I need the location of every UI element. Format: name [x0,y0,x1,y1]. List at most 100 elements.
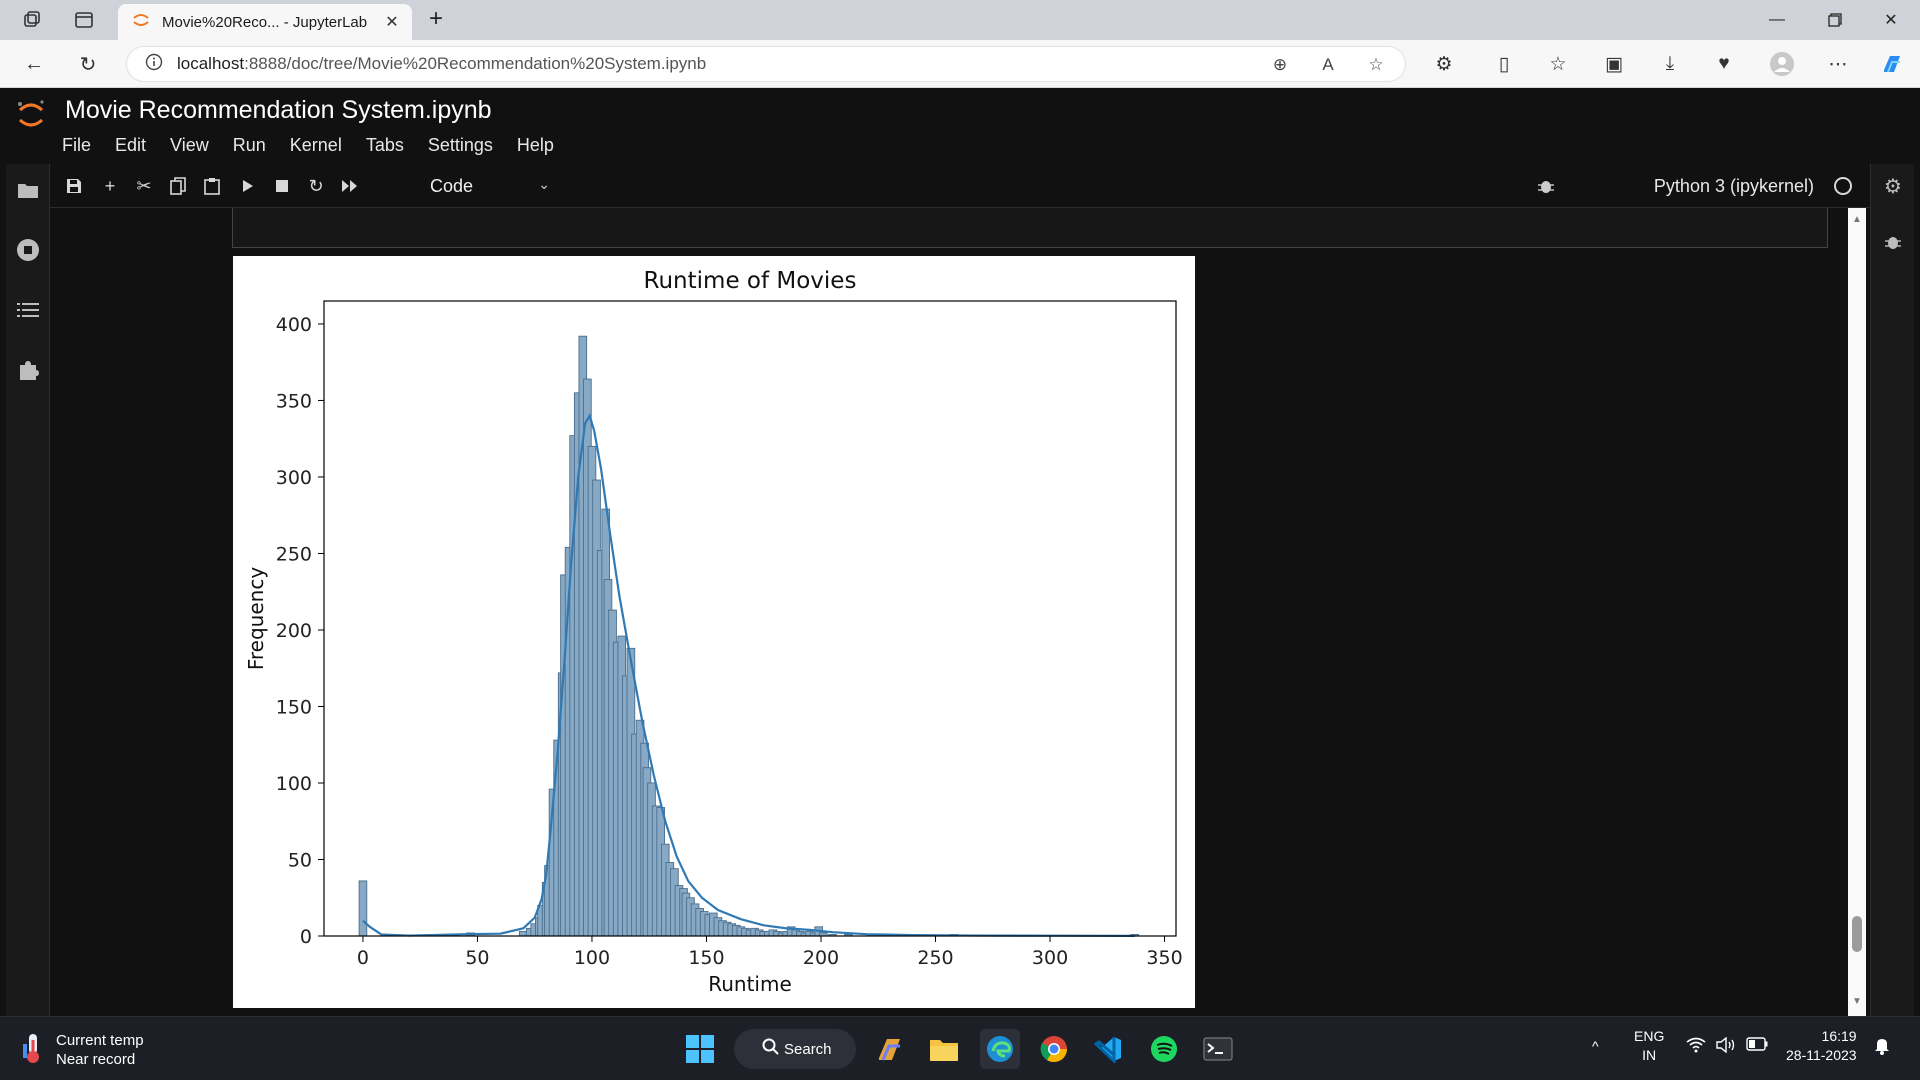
y-tick-label: 150 [276,696,312,718]
copilot-app-icon[interactable] [870,1029,910,1069]
chrome-icon[interactable] [1034,1029,1074,1069]
input-language[interactable]: ENG IN [1634,1027,1664,1065]
address-bar[interactable]: localhost:8888/doc/tree/Movie%20Recommen… [126,46,1406,82]
menu-run[interactable]: Run [232,135,266,155]
clock-time: 16:19 [1821,1028,1857,1044]
read-aloud-icon[interactable]: A [1322,55,1334,74]
site-info-icon[interactable] [145,53,163,76]
extensions-icon[interactable]: ⚙ [1435,53,1453,75]
close-tab-icon[interactable]: ✕ [385,14,399,31]
cut-icon[interactable]: ✂ [136,175,152,196]
extension-manager-puzzle-icon[interactable] [12,354,44,386]
restart-run-all-icon[interactable] [336,172,364,200]
menu-edit[interactable]: Edit [115,135,147,155]
browser-tab-jupyter[interactable]: Movie%20Reco... - JupyterLab ✕ [118,4,412,40]
new-tab-button[interactable]: + [428,5,443,32]
x-tick-label: 150 [688,947,724,969]
favorites-icon[interactable]: ☆ [1549,53,1567,75]
x-tick-label: 0 [357,947,369,969]
downloads-icon[interactable]: ⤓ [1665,53,1675,74]
edge-browser-icon[interactable] [980,1029,1020,1069]
interrupt-kernel-icon[interactable] [268,172,296,200]
collections-icon[interactable]: ▣ [1605,53,1623,75]
thermometer-icon [22,1032,44,1069]
copy-icon[interactable] [164,172,192,200]
copilot-icon[interactable] [1874,48,1910,80]
menu-kernel[interactable]: Kernel [289,135,342,155]
url-text[interactable]: localhost:8888/doc/tree/Movie%20Recommen… [177,54,707,73]
tab-actions-icon[interactable] [68,6,100,34]
notebook-panel: 0 50 100 150 200 250 300 350 0 50 100 150 200 250 300 3… [50,208,1870,1016]
menu-help[interactable]: Help [516,135,554,155]
battery-icon[interactable] [1746,1037,1768,1056]
file-browser-folder-icon[interactable] [12,174,44,206]
notebook-title[interactable]: Movie Recommendation System.ipynb [65,96,492,124]
wifi-icon[interactable] [1686,1037,1706,1058]
paste-icon[interactable] [198,172,226,200]
property-inspector-gears-icon[interactable]: ⚙ [1884,175,1902,198]
jupyter-tab-icon [132,11,150,34]
restore-icon[interactable] [1806,0,1864,40]
menu-view[interactable]: View [170,135,209,155]
menu-file[interactable]: File [62,135,92,155]
close-window-icon[interactable]: ✕ [1884,12,1898,29]
spotify-icon[interactable] [1144,1029,1184,1069]
scroll-up-icon[interactable]: ▲ [1852,214,1862,225]
menu-bar: File Edit View Run Kernel Tabs Settings … [62,132,578,158]
profile-avatar[interactable] [1764,48,1800,80]
show-hidden-icons-chevron-up-icon[interactable]: ^ [1592,1038,1599,1054]
menu-tabs[interactable]: Tabs [365,135,404,155]
file-explorer-icon[interactable] [924,1029,964,1069]
scroll-down-icon[interactable]: ▼ [1852,996,1862,1007]
volume-icon[interactable] [1716,1036,1736,1058]
cell-type-value: Code [430,175,474,196]
workspaces-icon[interactable] [16,6,48,34]
restart-kernel-icon[interactable]: ↻ [308,175,324,196]
x-axis-label: Runtime [708,972,792,996]
x-tick-label: 200 [803,947,839,969]
split-screen-icon[interactable]: ▯ [1498,53,1510,75]
save-icon[interactable] [60,172,88,200]
jupyter-logo-icon [16,98,52,130]
zoom-icon[interactable]: ⊕ [1272,55,1288,74]
y-axis-label: Frequency [244,567,268,670]
minimize-icon[interactable]: — [1769,11,1785,28]
jupyter-header: Movie Recommendation System.ipynb File E… [6,88,1914,164]
notebook-scrollbar[interactable]: ▲ ▼ [1848,208,1866,1016]
cell-output-figure: 0 50 100 150 200 250 300 350 0 50 100 150 200 250 300 3… [233,256,1195,1008]
y-tick-label: 300 [276,467,312,489]
clock[interactable]: 16:19 28-11-2023 [1786,1027,1857,1065]
debugger-bug-icon[interactable] [1532,172,1560,200]
tab-title: Movie%20Reco... - JupyterLab [162,13,368,31]
y-tick-label: 0 [300,926,312,948]
browser-essentials-icon[interactable]: ♥ [1718,53,1730,74]
scrollbar-thumb[interactable] [1852,916,1862,952]
back-icon[interactable]: ← [24,52,44,75]
x-tick-label: 250 [917,947,953,969]
debugger-panel-bug-icon[interactable] [1877,226,1909,258]
refresh-icon[interactable]: ↻ [79,53,97,76]
insert-cell-icon[interactable]: + [104,175,116,196]
chart-title: Runtime of Movies [644,268,857,294]
code-cell-editor[interactable] [232,208,1828,248]
more-menu-icon[interactable]: ⋯ [1828,53,1848,75]
menu-settings[interactable]: Settings [427,135,493,155]
browser-tab-strip: Movie%20Reco... - JupyterLab ✕ + — ✕ [0,0,1920,40]
windows-start-icon[interactable] [680,1029,720,1069]
weather-line-1: Current temp [56,1032,144,1049]
run-cell-icon[interactable] [234,172,262,200]
favorite-star-icon[interactable]: ☆ [1368,55,1384,74]
weather-widget[interactable]: Current temp Near record [22,1031,144,1069]
cell-type-dropdown[interactable]: Code ⌄ [430,170,550,202]
y-tick-label: 200 [276,620,312,642]
histogram-bar [358,880,368,937]
vscode-icon[interactable] [1088,1029,1128,1069]
notifications-bell-icon[interactable] [1874,1037,1890,1060]
table-of-contents-icon[interactable] [12,294,44,326]
taskbar-search[interactable]: Search [734,1029,856,1069]
terminal-icon[interactable] [1198,1029,1238,1069]
kernel-name[interactable]: Python 3 (ipykernel) [1653,176,1814,196]
running-kernels-icon[interactable] [12,234,44,266]
clock-date: 28-11-2023 [1786,1047,1857,1063]
windows-taskbar: Current temp Near record Search ^ ENG IN [0,1016,1920,1080]
